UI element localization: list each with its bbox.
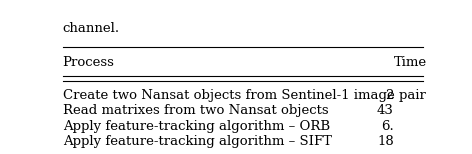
Text: 18: 18 — [377, 135, 394, 148]
Text: Process: Process — [63, 57, 115, 69]
Text: Apply feature-tracking algorithm – ORB: Apply feature-tracking algorithm – ORB — [63, 120, 330, 133]
Text: 6.: 6. — [381, 120, 394, 133]
Text: Time: Time — [394, 57, 427, 69]
Text: Apply feature-tracking algorithm – SIFT: Apply feature-tracking algorithm – SIFT — [63, 135, 331, 148]
Text: 2: 2 — [385, 89, 394, 102]
Text: 43: 43 — [377, 104, 394, 118]
Text: Create two Nansat objects from Sentinel-1 image pair: Create two Nansat objects from Sentinel-… — [63, 89, 426, 102]
Text: Read matrixes from two Nansat objects: Read matrixes from two Nansat objects — [63, 104, 329, 118]
Text: channel.: channel. — [63, 22, 120, 35]
